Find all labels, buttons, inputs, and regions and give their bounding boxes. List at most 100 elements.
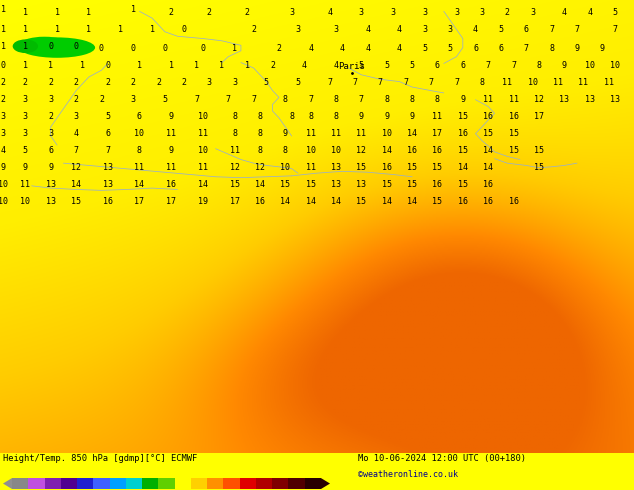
Text: 6: 6	[137, 112, 142, 122]
Text: 16: 16	[382, 163, 392, 172]
Text: 17: 17	[230, 197, 240, 206]
Text: 14: 14	[331, 197, 341, 206]
Bar	[305, 478, 321, 489]
Text: 3: 3	[295, 25, 301, 34]
Text: 15: 15	[534, 163, 544, 172]
Text: 6: 6	[524, 25, 529, 34]
Text: 11: 11	[331, 129, 341, 138]
Text: 7: 7	[403, 78, 408, 87]
Text: 6: 6	[460, 61, 465, 70]
Text: 15: 15	[432, 197, 443, 206]
Text: 14: 14	[407, 197, 417, 206]
Text: 1: 1	[245, 61, 250, 70]
Text: 12: 12	[71, 163, 81, 172]
Bar	[142, 478, 158, 489]
Text: 8: 8	[232, 129, 237, 138]
Text: 14: 14	[407, 129, 417, 138]
Text: 13: 13	[331, 163, 341, 172]
Text: 15: 15	[407, 163, 417, 172]
Text: 0: 0	[200, 45, 205, 53]
Ellipse shape	[19, 37, 70, 54]
Text: 4: 4	[327, 8, 332, 17]
Ellipse shape	[13, 39, 38, 53]
Text: 13: 13	[610, 95, 620, 104]
Text: 8: 8	[333, 112, 339, 122]
Text: 16: 16	[407, 147, 417, 155]
Text: 11: 11	[432, 112, 443, 122]
Text: 11: 11	[166, 129, 176, 138]
Text: 7: 7	[74, 147, 79, 155]
Text: 10: 10	[198, 147, 208, 155]
FancyArrow shape	[321, 478, 330, 489]
Text: 2: 2	[169, 8, 174, 17]
Text: 17: 17	[134, 197, 145, 206]
Text: 4: 4	[397, 45, 402, 53]
Text: 1: 1	[48, 61, 53, 70]
Text: 8: 8	[536, 61, 541, 70]
Text: 1: 1	[118, 25, 123, 34]
Text: 16: 16	[166, 180, 176, 190]
Text: 8: 8	[410, 95, 415, 104]
Text: 0: 0	[74, 42, 79, 51]
Text: 1: 1	[86, 25, 91, 34]
Text: 1: 1	[131, 5, 136, 15]
Bar	[44, 478, 61, 489]
Text: 13: 13	[331, 180, 341, 190]
Text: 7: 7	[574, 25, 579, 34]
Text: 11: 11	[508, 95, 519, 104]
Text: 2: 2	[207, 8, 212, 17]
Text: 1: 1	[169, 61, 174, 70]
Text: 5: 5	[264, 78, 269, 87]
Text: 9: 9	[359, 112, 364, 122]
Text: 6: 6	[498, 45, 503, 53]
Text: 1: 1	[55, 8, 60, 17]
Text: 8: 8	[479, 78, 484, 87]
Text: 7: 7	[378, 78, 383, 87]
Text: 19: 19	[198, 197, 208, 206]
Text: 1: 1	[232, 45, 237, 53]
Text: 2: 2	[270, 61, 275, 70]
Text: 15: 15	[382, 180, 392, 190]
Text: 3: 3	[23, 129, 28, 138]
Text: 14: 14	[71, 180, 81, 190]
Text: 7: 7	[549, 25, 554, 34]
Bar	[288, 478, 305, 489]
Text: 17: 17	[432, 129, 443, 138]
Text: 7: 7	[486, 61, 491, 70]
Text: 13: 13	[103, 180, 113, 190]
Text: 11: 11	[198, 163, 208, 172]
Text: 0: 0	[131, 45, 136, 53]
Text: 2: 2	[156, 78, 161, 87]
Text: 17: 17	[166, 197, 176, 206]
Text: 12: 12	[356, 147, 366, 155]
Text: 7: 7	[353, 78, 358, 87]
Text: 8: 8	[232, 112, 237, 122]
Text: 10: 10	[331, 147, 341, 155]
Text: 2: 2	[74, 78, 79, 87]
Text: 3: 3	[359, 8, 364, 17]
Text: 1: 1	[23, 8, 28, 17]
Text: 6: 6	[435, 61, 440, 70]
Text: 13: 13	[356, 180, 366, 190]
Text: 1: 1	[86, 8, 91, 17]
Text: 3: 3	[422, 25, 427, 34]
Text: 2: 2	[74, 95, 79, 104]
Text: 14: 14	[483, 147, 493, 155]
Text: 10: 10	[0, 180, 8, 190]
Text: 14: 14	[483, 163, 493, 172]
Text: 7: 7	[251, 95, 256, 104]
Text: 10: 10	[280, 163, 290, 172]
Text: 2: 2	[505, 8, 510, 17]
Text: 11: 11	[230, 147, 240, 155]
Bar	[272, 478, 288, 489]
Text: 16: 16	[458, 129, 468, 138]
Text: 14: 14	[134, 180, 145, 190]
Text: 6: 6	[48, 147, 53, 155]
Bar	[191, 478, 207, 489]
Text: 1: 1	[194, 61, 199, 70]
Text: 2: 2	[181, 78, 186, 87]
Bar	[126, 478, 142, 489]
Text: 12: 12	[230, 163, 240, 172]
Text: 11: 11	[166, 163, 176, 172]
Text: 9: 9	[562, 61, 567, 70]
